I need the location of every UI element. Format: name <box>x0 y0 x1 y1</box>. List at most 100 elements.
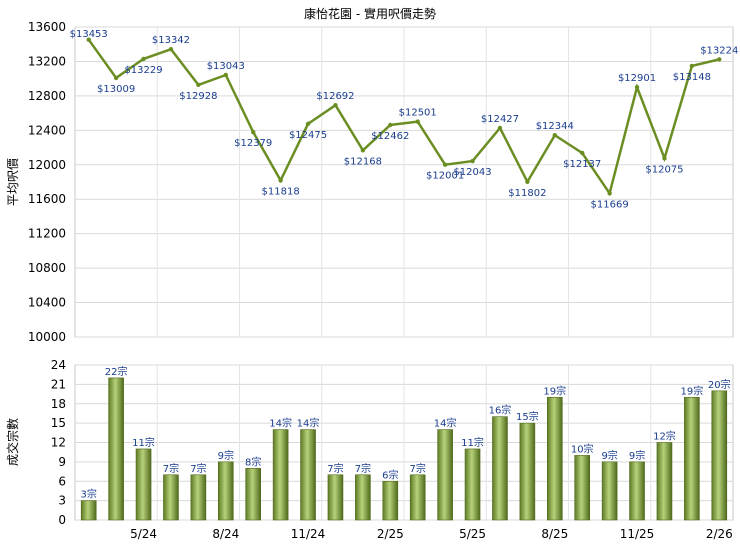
price-y-tick-label: 13600 <box>28 20 66 34</box>
volume-bar <box>629 461 645 521</box>
volume-y-tick-label: 15 <box>51 416 66 430</box>
price-data-label: $12427 <box>481 114 519 125</box>
price-y-tick-label: 12800 <box>28 89 66 103</box>
volume-x-ticks: 5/24 8/24 11/24 2/25 5/25 8/25 11/25 2/26 <box>130 527 733 541</box>
price-data-label: $13148 <box>673 72 711 83</box>
price-data-label: $13453 <box>70 29 108 40</box>
volume-x-tick-label: 8/25 <box>541 527 568 541</box>
volume-x-tick-label: 8/24 <box>212 527 239 541</box>
volume-data-label: 12宗 <box>653 430 676 443</box>
price-point <box>333 102 338 108</box>
price-point <box>305 121 311 127</box>
volume-data-label: 11宗 <box>461 436 484 449</box>
volume-bar <box>409 474 426 521</box>
volume-bar <box>190 474 207 521</box>
volume-x-tick-label: 2/25 <box>377 527 404 541</box>
volume-y-ticks: 0 3 6 9 12 15 18 21 24 <box>51 358 66 527</box>
price-y-tick-label: 12000 <box>28 158 66 172</box>
volume-plot-area: 0 3 6 9 12 15 18 21 24 3宗 22宗 11宗 7宗 7宗 9宗 8宗 14宗 14宗 7宗 7… <box>51 358 734 541</box>
volume-grid <box>75 364 733 521</box>
volume-x-tick-label: 11/24 <box>291 527 326 541</box>
volume-data-label: 6宗 <box>382 468 398 481</box>
volume-data-label: 14宗 <box>269 417 292 430</box>
price-y-tick-label: 10000 <box>28 330 66 344</box>
volume-bar <box>217 461 234 521</box>
volume-bar <box>245 468 262 521</box>
price-point <box>251 129 256 135</box>
price-point <box>717 57 722 62</box>
volume-bar <box>519 422 536 521</box>
price-data-label: $12462 <box>371 131 409 142</box>
volume-bar <box>601 461 618 521</box>
volume-data-label: 7宗 <box>327 462 343 475</box>
volume-bar <box>574 455 591 521</box>
price-y-tick-label: 12400 <box>28 123 66 137</box>
volume-bar <box>684 396 700 521</box>
price-point <box>442 162 448 167</box>
price-data-label: $11818 <box>262 186 300 197</box>
volume-bar <box>382 480 399 521</box>
price-data-label: $12137 <box>563 159 601 170</box>
price-point <box>634 84 640 90</box>
volume-bar <box>135 448 152 521</box>
volume-y-tick-label: 9 <box>58 455 66 469</box>
volume-bar <box>272 429 289 521</box>
volume-data-label: 9宗 <box>601 449 617 462</box>
volume-series <box>80 377 728 521</box>
price-y-axis-label: 平均呎價 <box>6 158 20 206</box>
volume-bar <box>355 474 371 521</box>
volume-y-axis-label: 成交宗數 <box>5 418 20 466</box>
price-point <box>497 125 503 131</box>
volume-x-tick-label: 11/25 <box>620 527 655 541</box>
volume-bar <box>492 416 508 521</box>
volume-y-tick-label: 21 <box>51 377 66 391</box>
price-y-tick-label: 13200 <box>28 54 66 68</box>
volume-data-label: 3宗 <box>81 488 97 501</box>
price-point <box>196 82 201 88</box>
price-data-label: $13342 <box>152 35 190 46</box>
volume-bar <box>300 429 316 521</box>
volume-y-tick-label: 0 <box>58 513 66 527</box>
price-y-ticks: 10000 10400 10800 11200 11600 12000 12400 12800… <box>28 20 66 344</box>
volume-data-label: 19宗 <box>681 384 704 397</box>
price-data-label: $13043 <box>207 61 245 72</box>
price-point <box>168 47 174 52</box>
price-data-label: $12501 <box>399 108 437 119</box>
price-data-label: $11802 <box>508 188 546 199</box>
volume-x-tick-label: 5/24 <box>130 527 157 541</box>
volume-bar <box>108 377 124 521</box>
price-point <box>525 179 530 185</box>
volume-data-label: 14宗 <box>434 417 457 430</box>
price-point <box>141 56 146 62</box>
volume-bar <box>437 429 453 521</box>
price-point <box>580 150 585 156</box>
price-data-label: $12692 <box>316 91 354 102</box>
volume-bar <box>464 448 481 521</box>
price-point <box>607 191 612 196</box>
volume-data-label: 14宗 <box>297 417 320 430</box>
volume-x-tick-label: 5/25 <box>459 527 486 541</box>
price-series <box>86 37 722 197</box>
price-data-label: $12001 <box>426 171 464 182</box>
volume-data-labels: 3宗 22宗 11宗 7宗 7宗 9宗 8宗 14宗 14宗 7宗 7宗 6宗 7宗 14宗 11宗 16宗 1… <box>81 365 731 501</box>
price-data-label: $11669 <box>591 199 629 210</box>
price-point <box>689 63 695 69</box>
price-point <box>662 156 667 161</box>
price-data-label: $12075 <box>645 164 683 175</box>
price-y-tick-label: 11600 <box>28 192 66 206</box>
volume-y-tick-label: 18 <box>51 397 66 411</box>
volume-data-label: 9宗 <box>629 449 645 462</box>
price-data-label: $12475 <box>289 130 327 141</box>
price-data-label: $12043 <box>453 167 491 178</box>
volume-data-label: 11宗 <box>132 436 155 449</box>
price-y-tick-label: 11200 <box>28 227 66 241</box>
price-point <box>415 119 420 124</box>
volume-x-tick-label: 2/26 <box>706 527 733 541</box>
volume-y-tick-label: 3 <box>58 494 66 508</box>
volume-data-label: 7宗 <box>190 462 206 475</box>
price-y-tick-label: 10400 <box>28 296 66 310</box>
price-data-label: $12901 <box>618 73 656 84</box>
volume-data-label: 15宗 <box>516 410 539 423</box>
